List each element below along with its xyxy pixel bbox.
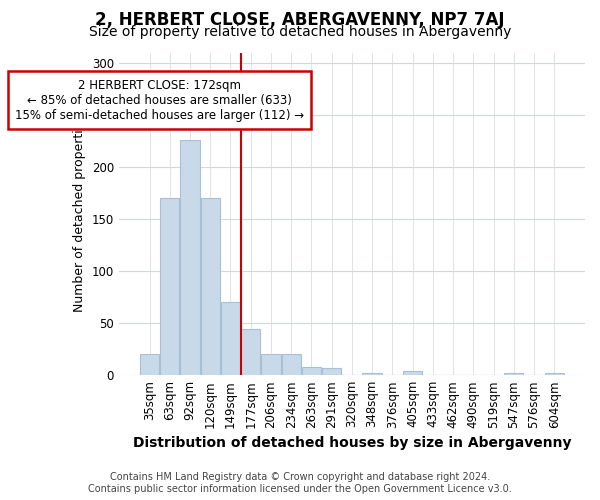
Y-axis label: Number of detached properties: Number of detached properties [73,116,86,312]
Bar [140,354,159,375]
Bar [160,198,179,375]
Text: Size of property relative to detached houses in Abergavenny: Size of property relative to detached ho… [89,25,511,39]
Text: 2 HERBERT CLOSE: 172sqm
← 85% of detached houses are smaller (633)
15% of semi-d: 2 HERBERT CLOSE: 172sqm ← 85% of detache… [15,78,304,122]
Bar [504,373,523,375]
Bar [181,140,200,375]
Bar [221,302,240,375]
Text: Contains HM Land Registry data © Crown copyright and database right 2024.
Contai: Contains HM Land Registry data © Crown c… [88,472,512,494]
Bar [302,367,321,375]
Bar [262,354,281,375]
Bar [200,198,220,375]
X-axis label: Distribution of detached houses by size in Abergavenny: Distribution of detached houses by size … [133,436,571,450]
Bar [545,373,564,375]
Bar [281,354,301,375]
Text: 2, HERBERT CLOSE, ABERGAVENNY, NP7 7AJ: 2, HERBERT CLOSE, ABERGAVENNY, NP7 7AJ [95,11,505,29]
Bar [241,330,260,375]
Bar [362,373,382,375]
Bar [322,368,341,375]
Bar [403,371,422,375]
